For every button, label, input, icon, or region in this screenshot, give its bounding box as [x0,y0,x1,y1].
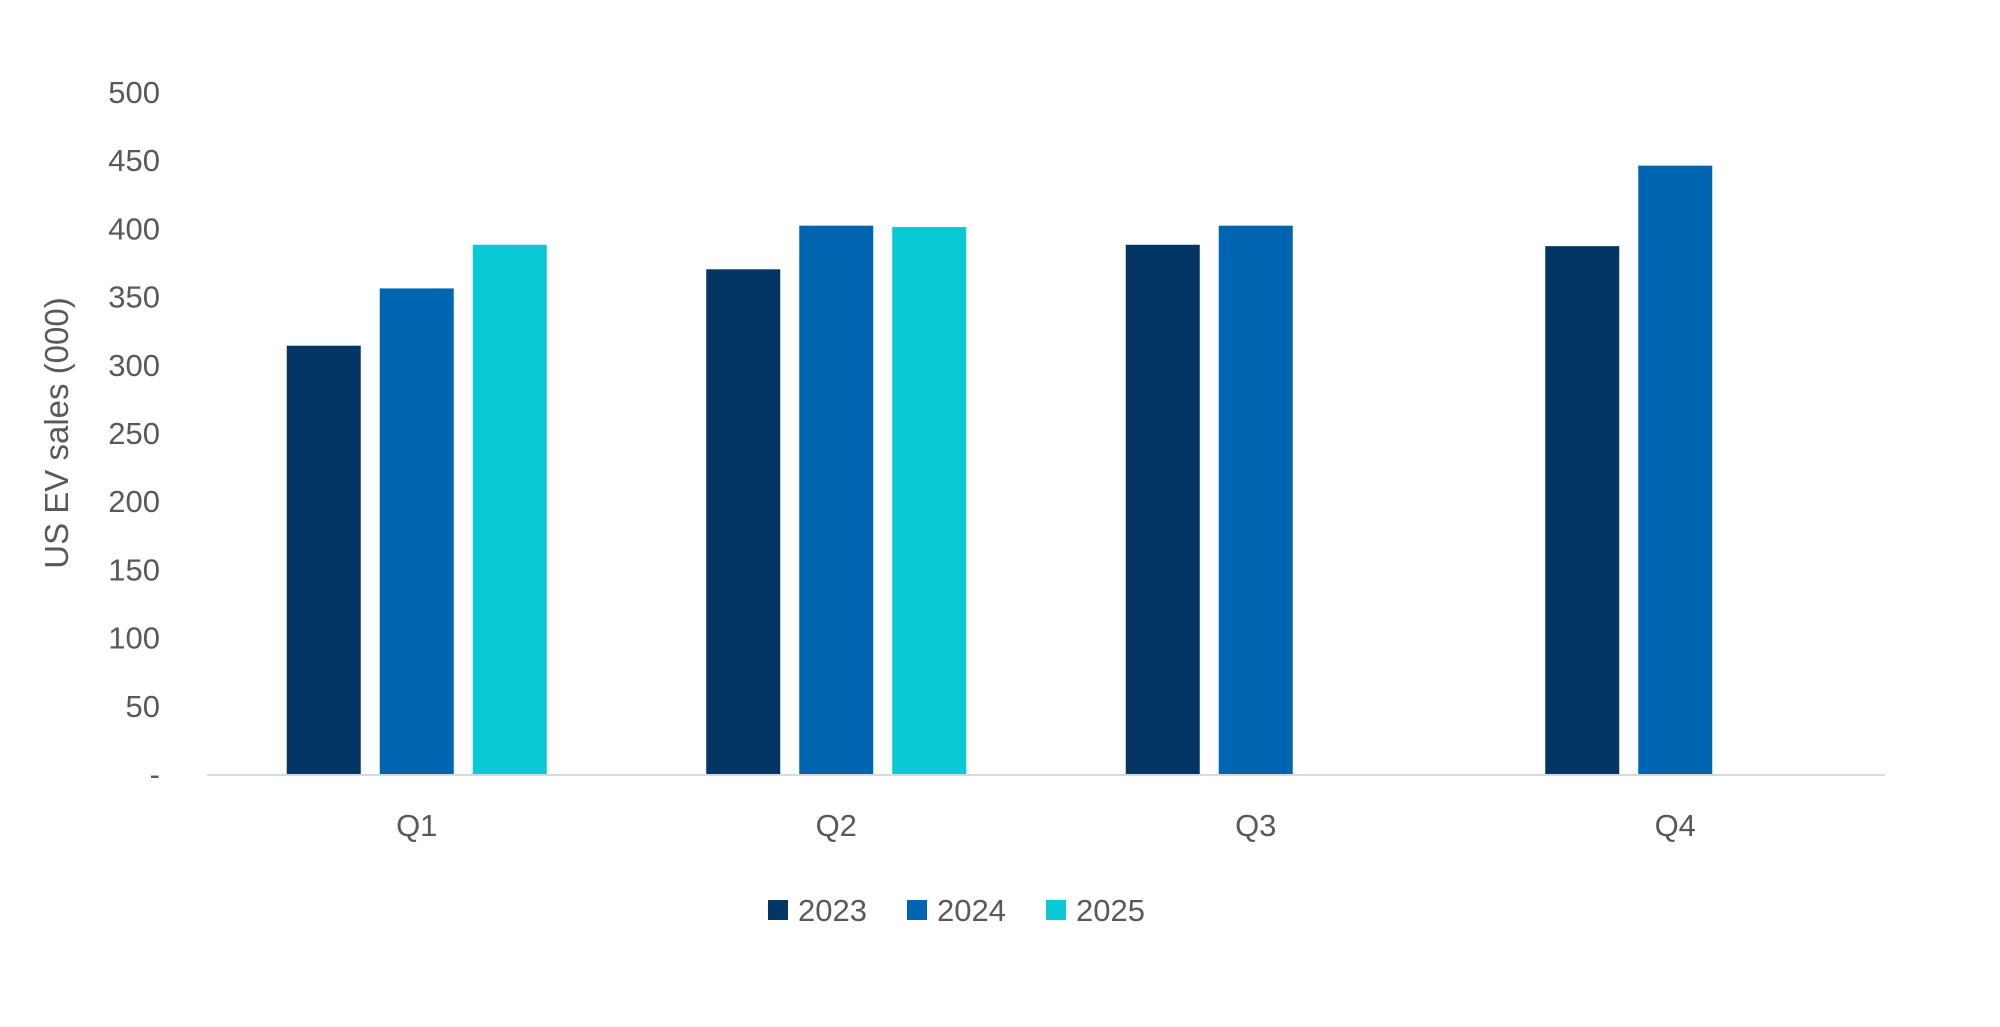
bar-2025-Q2 [892,227,967,774]
x-tick-label: Q4 [1655,808,1696,843]
legend-label: 2023 [798,893,867,928]
y-tick-label: 300 [108,348,160,383]
y-tick-label: 100 [108,621,160,656]
legend-label: 2025 [1076,893,1145,928]
x-tick-label: Q2 [816,808,857,843]
y-tick-label: 500 [108,75,160,110]
y-axis-title: US EV sales (000) [38,297,75,568]
legend-swatch-2025 [1046,900,1066,920]
bar-2024-Q4 [1638,165,1713,774]
legend-swatch-2024 [907,900,927,920]
x-tick-label: Q1 [396,808,437,843]
legend: 2023 2024 2025 [768,893,1145,928]
y-tick-label: 200 [108,484,160,519]
y-tick-label: 50 [126,689,160,724]
y-tick-label: 350 [108,280,160,315]
y-tick-label: 450 [108,143,160,178]
bar-2024-Q2 [799,225,874,774]
y-tick-label: 400 [108,211,160,246]
bar-2023-Q2 [706,269,781,774]
bars [286,165,1713,774]
bar-2024-Q3 [1218,225,1293,774]
legend-swatch-2023 [768,900,788,920]
bar-2023-Q1 [286,345,361,774]
bar-2023-Q3 [1125,244,1200,774]
bar-2023-Q4 [1545,246,1620,774]
y-tick-label: 250 [108,416,160,451]
y-axis-ticks: - 50 100 150 200 250 300 350 400 450 500 [108,75,160,792]
x-axis-ticks: Q1 Q2 Q3 Q4 [396,808,1696,843]
bar-2024-Q1 [379,288,454,774]
x-tick-label: Q3 [1235,808,1276,843]
y-tick-label: - [150,757,160,792]
y-tick-label: 150 [108,552,160,587]
legend-label: 2024 [937,893,1006,928]
bar-2025-Q1 [472,244,547,774]
